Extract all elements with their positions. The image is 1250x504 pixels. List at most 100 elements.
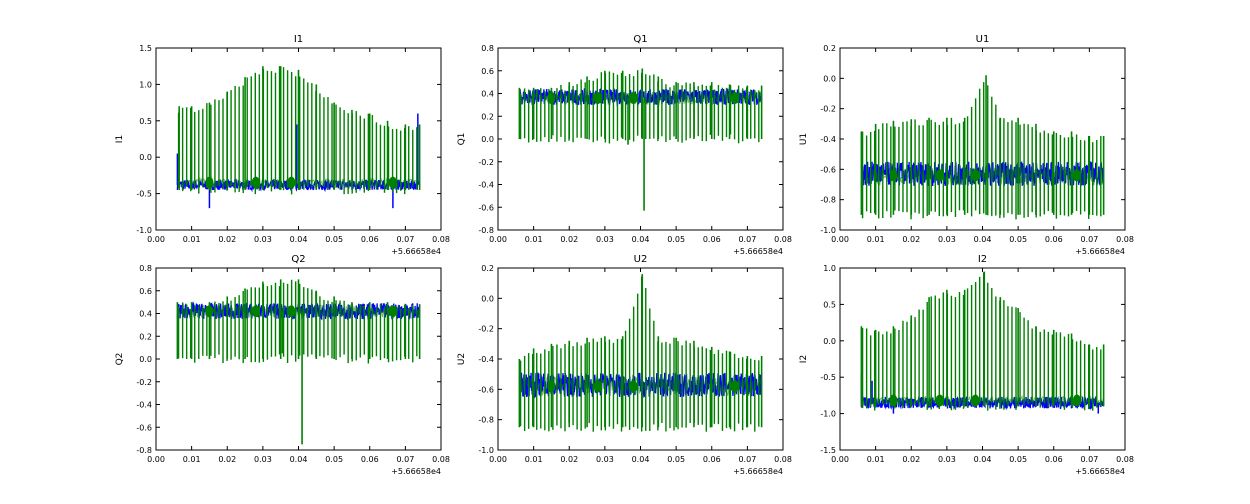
series-green-marker — [935, 394, 944, 407]
y-axis-label: U2 — [457, 353, 467, 365]
y-tick-label: -1.5 — [820, 446, 836, 455]
x-tick-label: 0.08 — [1116, 455, 1134, 464]
series-green-marker — [287, 176, 296, 189]
series-green-line — [860, 165, 1105, 187]
series-green-marker — [971, 394, 980, 407]
chart-panel-i1: 0.00 0.01 0.02 0.03 0.04 0.05 0.06 0.07 0.08 -1.0… — [115, 34, 450, 256]
y-tick-label: -0.8 — [820, 196, 836, 205]
series-green-marker — [593, 92, 602, 105]
plot-area — [518, 274, 763, 432]
y-tick-label: -0.8 — [478, 416, 494, 425]
chart-title: Q2 — [291, 254, 305, 265]
x-offset-label: +5.66658e4 — [1075, 247, 1125, 256]
series-green-marker — [251, 176, 260, 189]
x-tick-label: 0.02 — [218, 455, 236, 464]
series-green-marker — [388, 176, 397, 189]
x-tick-label: 0.01 — [183, 455, 201, 464]
plot-area — [860, 75, 1105, 220]
x-tick-label: 0.01 — [525, 235, 543, 244]
series-green-marker — [629, 380, 638, 393]
x-tick-label: 0.01 — [867, 455, 885, 464]
x-tick-label: 0.07 — [1080, 455, 1098, 464]
y-tick-label: -0.4 — [478, 355, 494, 364]
x-tick-label: 0.00 — [489, 455, 507, 464]
series-green-marker — [205, 305, 214, 318]
x-tick-label: 0.05 — [667, 235, 685, 244]
x-offset-label: +5.66658e4 — [391, 247, 441, 256]
y-tick-label: 0.0 — [823, 337, 836, 346]
y-tick-label: -1.0 — [820, 410, 836, 419]
y-tick-label: -0.4 — [478, 181, 494, 190]
x-tick-label: 0.04 — [290, 455, 308, 464]
x-tick-label: 0.06 — [1045, 235, 1063, 244]
plot-area — [176, 66, 421, 209]
chart-title: I2 — [978, 254, 987, 265]
series-green-marker — [730, 380, 739, 393]
x-tick-label: 0.00 — [489, 235, 507, 244]
x-tick-label: 0.07 — [396, 235, 414, 244]
series-green-marker — [388, 305, 397, 318]
x-tick-label: 0.00 — [147, 235, 165, 244]
plot-area — [860, 271, 1105, 414]
y-axis-label: Q2 — [115, 353, 125, 366]
x-tick-label: 0.04 — [290, 235, 308, 244]
x-tick-label: 0.01 — [525, 455, 543, 464]
chart-title: Q1 — [633, 34, 647, 45]
y-tick-label: -0.4 — [820, 135, 836, 144]
chart-panel-u2: 0.00 0.01 0.02 0.03 0.04 0.05 0.06 0.07 0.08 -1.0… — [457, 254, 792, 476]
y-tick-label: 0.2 — [481, 264, 494, 273]
y-tick-label: -0.6 — [478, 203, 494, 212]
x-tick-label: 0.05 — [1009, 455, 1027, 464]
x-tick-label: 0.02 — [560, 235, 578, 244]
x-tick-label: 0.06 — [703, 455, 721, 464]
chart-title: U1 — [976, 34, 990, 45]
series-blue-line — [518, 88, 763, 107]
y-tick-label: 0.4 — [481, 90, 494, 99]
y-tick-label: 0.4 — [139, 310, 152, 319]
y-tick-label: -1.0 — [820, 226, 836, 235]
x-tick-label: 0.04 — [632, 235, 650, 244]
series-green-marker — [971, 169, 980, 182]
y-tick-label: -0.8 — [136, 446, 152, 455]
y-tick-label: -0.5 — [136, 190, 152, 199]
y-axis-label: U1 — [799, 133, 809, 145]
y-tick-label: 0.6 — [139, 287, 152, 296]
series-green-line — [860, 394, 1105, 407]
y-tick-label: 0.5 — [823, 300, 836, 309]
series-green-marker — [547, 92, 556, 105]
series-green-marker — [547, 380, 556, 393]
x-offset-label: +5.66658e4 — [391, 467, 441, 476]
x-tick-label: 0.05 — [667, 455, 685, 464]
y-axis-label: I1 — [115, 135, 125, 143]
y-tick-label: 0.8 — [481, 44, 494, 53]
x-tick-label: 0.03 — [596, 235, 614, 244]
y-tick-label: -0.6 — [136, 423, 152, 432]
x-tick-label: 0.01 — [183, 235, 201, 244]
series-green-marker — [1072, 169, 1081, 182]
x-tick-label: 0.03 — [254, 455, 272, 464]
y-tick-label: 0.5 — [139, 117, 152, 126]
x-tick-label: 0.06 — [361, 455, 379, 464]
y-tick-label: 0.2 — [823, 44, 836, 53]
y-axis-label: Q1 — [457, 133, 467, 146]
chart-title: I1 — [294, 34, 303, 45]
y-tick-label: 0.0 — [481, 135, 494, 144]
x-tick-label: 0.07 — [1080, 235, 1098, 244]
y-tick-label: -0.4 — [136, 401, 152, 410]
x-tick-label: 0.06 — [703, 235, 721, 244]
series-green-marker — [205, 176, 214, 189]
x-offset-label: +5.66658e4 — [1075, 467, 1125, 476]
y-tick-label: 0.6 — [481, 67, 494, 76]
chart-panel-i2: 0.00 0.01 0.02 0.03 0.04 0.05 0.06 0.07 0.08 -1.5… — [799, 254, 1134, 476]
series-green-line — [518, 374, 763, 397]
y-tick-label: 1.0 — [139, 80, 152, 89]
chart-title: U2 — [634, 254, 648, 265]
y-tick-label: -0.2 — [478, 325, 494, 334]
x-tick-label: 0.07 — [738, 455, 756, 464]
x-tick-label: 0.05 — [1009, 235, 1027, 244]
chart-panel-u1: 0.00 0.01 0.02 0.03 0.04 0.05 0.06 0.07 0.08 -1.0… — [799, 34, 1134, 256]
x-tick-label: 0.08 — [432, 455, 450, 464]
x-tick-label: 0.03 — [938, 455, 956, 464]
y-tick-label: -0.6 — [478, 385, 494, 394]
y-tick-label: -0.6 — [820, 165, 836, 174]
